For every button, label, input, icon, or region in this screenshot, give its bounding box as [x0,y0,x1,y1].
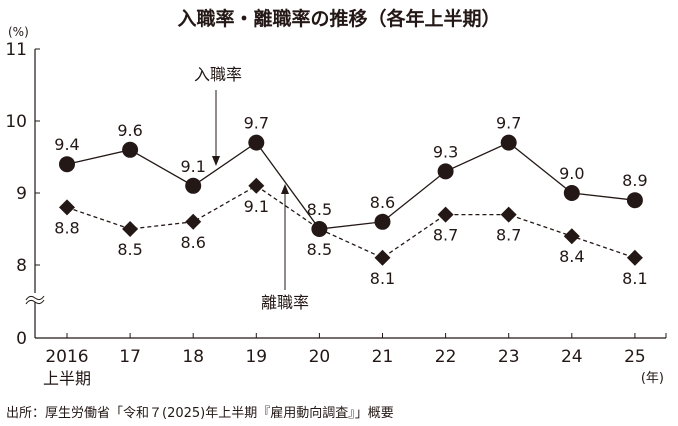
entry-rate-label: 8.9 [622,171,647,190]
separation-rate-point [626,249,643,266]
x-tick-label: 19 [245,347,267,367]
x-tick-label: 2016 [45,347,88,367]
x-tick-sublabel: 上半期 [43,369,91,388]
y-axis-unit: (%) [8,25,29,39]
separation-rate-label: 8.6 [180,233,205,252]
entry-rate-point [122,141,139,158]
separation-rate-label: 8.8 [54,218,79,237]
x-tick-label: 24 [561,347,583,367]
entry-rate-label: 9.3 [433,142,458,161]
entry-rate-point [59,156,75,173]
entry-rate-point [437,163,454,180]
separation-rate-label: 8.7 [433,226,458,245]
y-tick-label: 11 [5,40,27,60]
separation-rate-point [122,221,139,237]
entry-rate-point [563,185,580,201]
y-tick-label: 10 [5,112,27,132]
entry-rate-label: 9.0 [559,164,584,183]
x-tick-label: 25 [624,347,646,367]
separation-rate-label: 8.5 [117,240,142,259]
separation-rate-label: 8.1 [370,269,395,288]
chart-title: 入職率・離職率の推移（各年上半期） [177,8,501,30]
series-line-entry [66,141,635,230]
x-tick-label: 20 [309,347,331,367]
y-tick-label: 0 [16,329,27,349]
separation-rate-point [437,206,454,223]
entry-rate-annotation: 入職率 [194,65,242,84]
series-line-separation [66,185,636,259]
separation-rate-annotation: 離職率 [261,293,309,312]
x-tick-label: 22 [435,347,457,367]
y-tick-label: 9 [16,184,27,204]
separation-rate-point [311,221,328,237]
axis-break-mark [25,295,45,301]
entry-rate-point [500,134,517,151]
separation-rate-label: 8.4 [559,247,584,266]
entry-rate-label: 9.7 [496,114,521,133]
entry-rate-arrowhead [212,156,220,166]
entry-rate-point [626,192,643,209]
axis-break-mark [25,299,45,305]
separation-rate-label: 8.1 [622,269,647,288]
separation-rate-point [59,199,75,216]
separation-rate-point [374,249,391,266]
x-tick-label: 18 [182,347,204,367]
separation-rate-point [500,206,517,223]
entry-rate-label: 9.7 [244,114,269,133]
entry-rate-point [374,213,391,230]
separation-rate-point [563,228,580,245]
entry-rate-label: 9.6 [117,121,142,140]
separation-rate-label: 8.5 [307,240,332,259]
source-note: 出所：厚生労働省「令和７(2025)年上半期『雇用動向調査』」概要 [6,406,394,421]
separation-rate-point [185,213,202,230]
entry-rate-label: 9.1 [180,157,205,176]
entry-rate-point [185,177,202,194]
separation-rate-label: 9.1 [244,197,269,216]
separation-rate-arrowhead [281,184,289,194]
x-tick-label: 21 [372,347,394,367]
entry-rate-point [248,134,265,151]
entry-rate-label: 8.6 [370,193,395,212]
separation-rate-label: 8.7 [496,226,521,245]
y-tick-label: 8 [16,256,27,276]
entry-rate-label: 9.4 [54,135,79,154]
entry-rate-label: 8.5 [307,200,332,219]
x-tick-label: 17 [119,347,141,367]
x-tick-label: 23 [498,347,520,367]
separation-rate-point [248,177,265,194]
x-axis-unit: (年) [641,371,664,386]
